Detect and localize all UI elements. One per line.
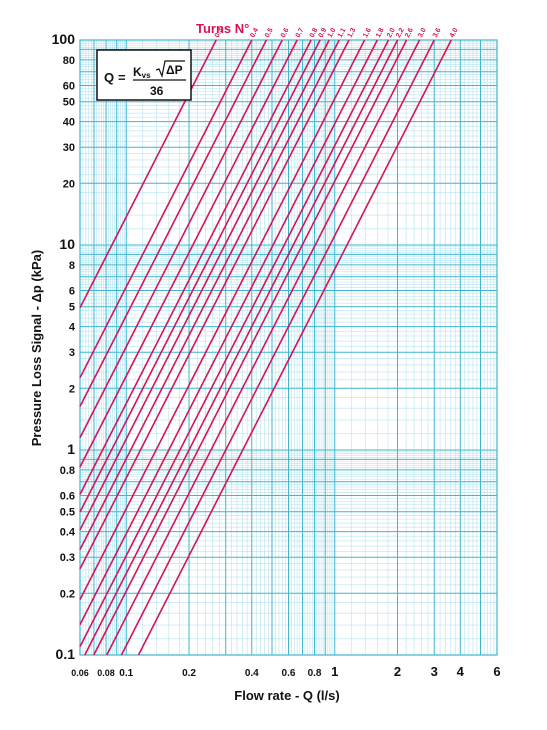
- formula-denominator: 36: [150, 84, 164, 98]
- y-tick-label: 0.8: [60, 465, 75, 477]
- turn-label: 2.6: [404, 27, 415, 39]
- formula-k: K: [133, 65, 142, 79]
- turn-curve: [79, 39, 312, 495]
- formula-radicand: ΔP: [166, 63, 183, 77]
- turn-curve: [79, 39, 340, 551]
- formula-box: Q = Kvs ΔP 36: [96, 49, 192, 101]
- turn-label: 1.6: [362, 27, 373, 39]
- y-tick-label: 10: [59, 236, 75, 252]
- y-tick-label: 60: [63, 80, 75, 92]
- turn-label: 0.5: [264, 27, 275, 39]
- turn-curve: [79, 39, 298, 468]
- turn-label: 2.0: [386, 27, 397, 39]
- turn-label: 3.0: [417, 27, 428, 39]
- turn-curve: [137, 39, 452, 656]
- y-tick-label: 0.2: [60, 588, 75, 600]
- x-tick-label: 6: [493, 664, 500, 679]
- turn-curve: [79, 39, 366, 600]
- turn-label: 0.3: [214, 27, 225, 39]
- y-tick-label: 3: [69, 347, 75, 359]
- turns-legend-title: Turns N°: [196, 21, 249, 36]
- x-tick-label: 0.4: [245, 668, 259, 679]
- turn-curve: [79, 39, 379, 626]
- turn-label: 2.2: [395, 27, 406, 39]
- x-tick-label: 1: [331, 664, 338, 679]
- turn-curve: [79, 39, 283, 439]
- y-tick-label: 0.6: [60, 490, 75, 502]
- formula-lhs: Q: [104, 70, 114, 85]
- x-tick-label: 2: [394, 664, 401, 679]
- turn-curve: [79, 39, 390, 647]
- x-tick-label: 3: [431, 664, 438, 679]
- x-tick-label: 0.08: [97, 668, 115, 678]
- turn-label: 1.1: [337, 27, 348, 39]
- turn-curve: [84, 39, 399, 656]
- x-tick-label: 0.6: [282, 668, 296, 679]
- turn-labels: 0.3 0.4 0.5 0.6 0.7 0.80.91.0 1.1 1.3 1.6 1.8 2.02…: [214, 27, 460, 39]
- turn-curve: [106, 39, 421, 656]
- plot-frame: [79, 39, 498, 656]
- y-tick-label: 0.4: [60, 527, 76, 539]
- y-tick-label: 8: [69, 260, 75, 272]
- formula-coefficient: Kvs: [133, 65, 151, 80]
- y-tick-label: 6: [69, 285, 75, 297]
- turn-label: 1.8: [375, 27, 386, 39]
- x-tick-label: 0.2: [182, 668, 196, 679]
- turn-curve: [79, 39, 330, 531]
- y-tick-label: 50: [63, 97, 75, 109]
- formula-equals: =: [118, 70, 126, 85]
- x-tick-label: 0.8: [308, 668, 322, 679]
- x-tick-label: 4: [457, 664, 465, 679]
- turn-label: 1.3: [347, 27, 358, 39]
- turn-curve: [120, 39, 435, 656]
- x-axis-title: Flow rate - Q (l/s): [234, 688, 339, 703]
- turn-curves: [79, 39, 452, 656]
- turn-label: 0.8: [309, 27, 320, 39]
- turn-label: 0.7: [295, 27, 306, 39]
- turn-curve: [79, 39, 321, 513]
- y-tick-label: 30: [63, 142, 75, 154]
- y-axis-title: Pressure Loss Signal - Δp (kPa): [29, 250, 44, 446]
- y-tick-labels: 100 80 60 50 40 30 20 10 8 6 5 4 3 2 1 0.8 0.6 0.5 0.4 0.3 0…: [52, 31, 76, 662]
- y-tick-label: 2: [69, 383, 75, 395]
- turn-label: 0.9: [318, 27, 329, 39]
- turn-label: 0.6: [280, 27, 291, 39]
- y-tick-label: 0.5: [60, 507, 75, 519]
- turn-label: 3.6: [432, 27, 443, 39]
- turn-curve: [79, 39, 268, 407]
- formula-sqrt-sign: [155, 60, 185, 79]
- y-tick-label: 4: [69, 322, 76, 334]
- x-tick-labels: 0.06 0.08 0.1 0.2 0.4 0.6 0.8 1 2 3 4 6: [71, 664, 500, 679]
- turn-curve: [79, 39, 350, 570]
- y-tick-label: 80: [63, 55, 75, 67]
- x-tick-label: 0.1: [119, 668, 133, 679]
- turn-label: 0.4: [249, 27, 260, 39]
- y-tick-label: 40: [63, 117, 75, 129]
- turn-label: 4.0: [449, 27, 460, 39]
- y-tick-label: 20: [63, 178, 75, 190]
- y-tick-label: 100: [52, 31, 76, 47]
- turn-curve: [79, 39, 253, 379]
- x-tick-label: 0.06: [71, 668, 89, 678]
- formula-k-subscript: vs: [142, 71, 151, 80]
- y-tick-label: 0.1: [56, 646, 76, 662]
- turn-curve: [79, 39, 217, 309]
- y-tick-label: 1: [67, 441, 75, 457]
- turn-label: 1.0: [327, 27, 338, 39]
- y-tick-label: 5: [69, 302, 75, 314]
- y-tick-label: 0.3: [60, 552, 75, 564]
- turn-curve: [93, 39, 408, 656]
